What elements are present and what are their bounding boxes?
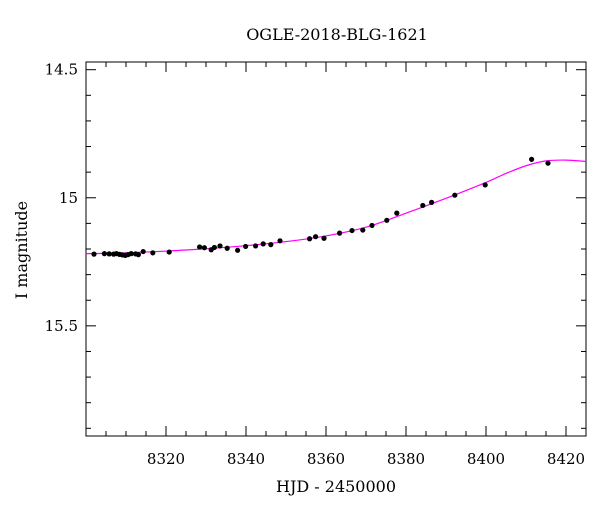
data-point: [211, 244, 217, 251]
data-point: [260, 241, 266, 247]
tick-labels: 8320 8340 8360 8380 8400 8420 14.5 15 15.5: [45, 61, 586, 468]
data-point: [166, 249, 172, 255]
data-point: [349, 227, 355, 234]
data-point: [101, 251, 107, 257]
x-tick-label: 8380: [387, 450, 425, 468]
data-point: [106, 251, 112, 257]
y-axis-label: I magnitude: [12, 201, 31, 299]
chart-title: OGLE-2018-BLG-1621: [246, 25, 428, 44]
y-tick-label: 15: [59, 189, 78, 207]
data-point: [150, 250, 156, 256]
x-tick-label: 8420: [547, 450, 585, 468]
data-point: [235, 247, 241, 253]
data-point: [452, 192, 458, 198]
data-point: [529, 156, 535, 162]
y-tick-label: 14.5: [45, 61, 78, 79]
axis-ticks: [86, 62, 587, 436]
data-point: [420, 202, 426, 209]
data-point: [482, 182, 488, 188]
data-point: [224, 245, 230, 251]
data-point: [369, 222, 375, 229]
data-point: [321, 235, 327, 241]
model-curve-group: [86, 159, 586, 255]
data-point: [360, 227, 366, 233]
data-point: [128, 251, 134, 257]
model-curve: [86, 159, 586, 255]
y-tick-label: 15.5: [45, 317, 78, 335]
data-point: [91, 251, 97, 257]
x-tick-label: 8400: [467, 450, 505, 468]
data-point: [384, 217, 390, 223]
x-tick-label: 8320: [147, 450, 185, 468]
data-point: [268, 242, 274, 248]
data-point: [197, 244, 203, 250]
data-point: [429, 199, 435, 205]
data-point: [337, 230, 343, 236]
x-axis-label: HJD - 2450000: [276, 477, 396, 496]
data-point: [217, 243, 223, 249]
x-tick-label: 8360: [307, 450, 345, 468]
data-point: [243, 243, 249, 250]
data-point: [394, 210, 400, 216]
data-points: [91, 156, 551, 259]
data-point: [307, 236, 313, 242]
data-point: [277, 238, 283, 244]
data-point: [140, 248, 146, 255]
data-point: [545, 160, 551, 166]
plot-frame: [85, 61, 587, 437]
data-point: [253, 243, 259, 249]
data-point: [313, 234, 319, 240]
x-tick-label: 8340: [227, 450, 265, 468]
data-point: [201, 245, 207, 251]
data-point: [135, 252, 141, 258]
